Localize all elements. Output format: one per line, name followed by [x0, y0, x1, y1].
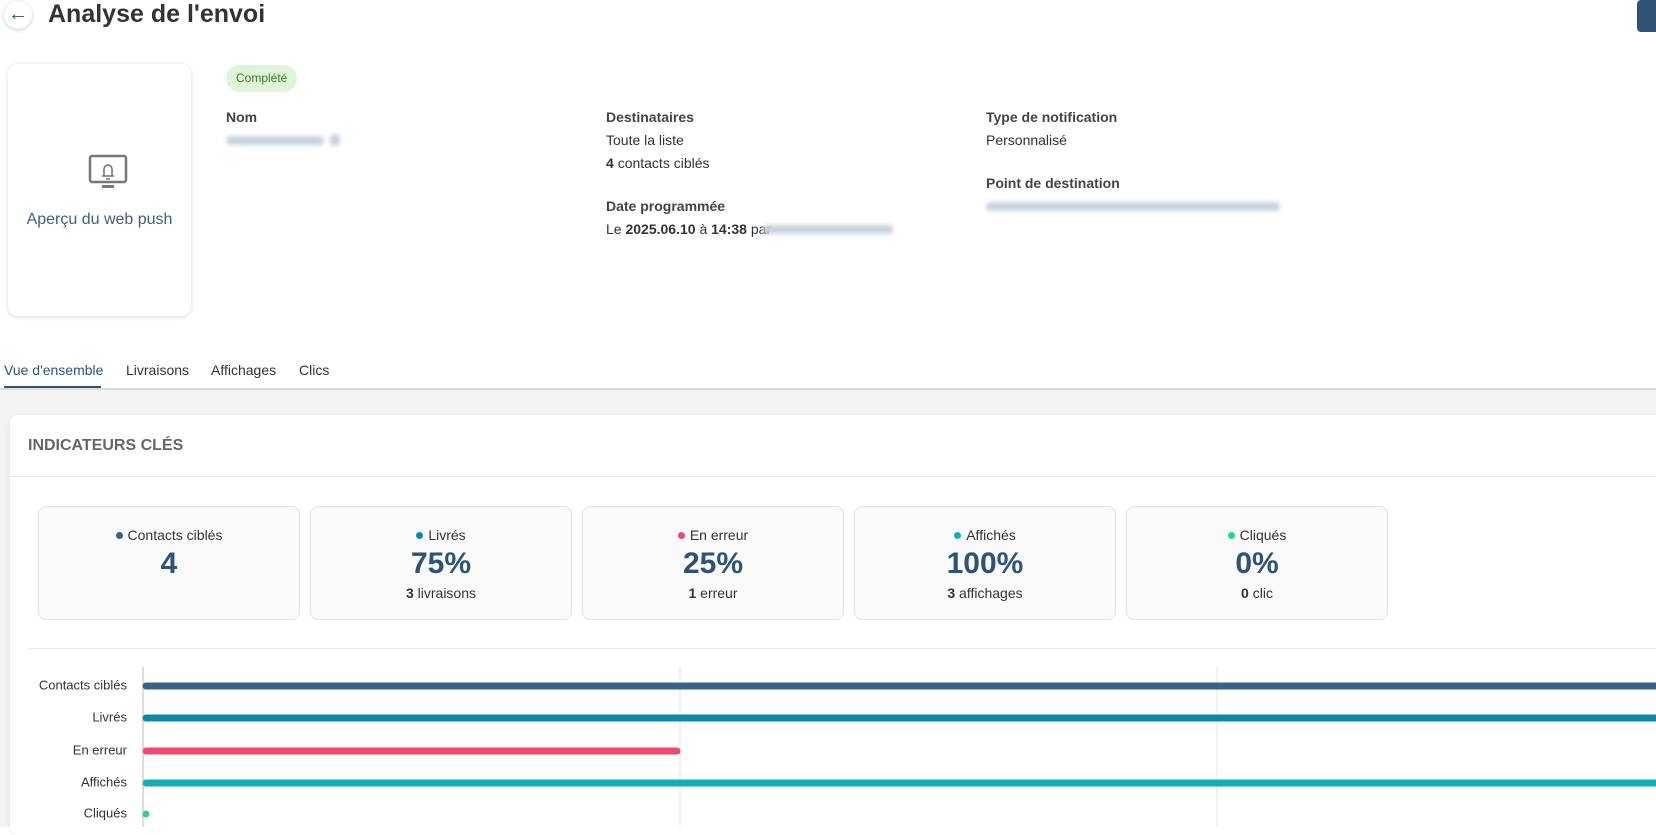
kpi-card: Affichés 100% 3 affichages	[854, 506, 1116, 620]
count: 4	[606, 155, 614, 171]
detail-value: Toute la liste	[606, 132, 684, 148]
tab[interactable]: Affichages	[211, 362, 277, 378]
y-tick-label: Livrés	[92, 709, 127, 724]
kpi-dot	[954, 531, 962, 539]
tab[interactable]: Livraisons	[126, 362, 190, 378]
tab-border	[0, 388, 1656, 390]
y-tick-label: Contacts ciblés	[39, 677, 128, 692]
kpi-sub: 1 erreur	[583, 585, 843, 601]
divider	[28, 648, 1656, 649]
kpi-unit: clic	[1252, 585, 1273, 601]
kpi-label: Cliqués	[1127, 527, 1387, 543]
kpi-label-text: Affichés	[966, 527, 1016, 543]
kpi-card: Contacts ciblés 4	[38, 506, 300, 620]
y-tick-label: Cliqués	[84, 805, 128, 820]
detail-value: Le 2025.06.10 à 14:38 par	[606, 221, 771, 237]
tab[interactable]: Vue d'ensemble	[4, 362, 104, 378]
kpi-sub: 3 livraisons	[311, 585, 571, 601]
kpi-dot	[416, 531, 424, 539]
active-tab-indicator	[4, 386, 101, 389]
kpi-label: Contacts ciblés	[39, 527, 299, 543]
detail-label: Point de destination	[986, 175, 1120, 191]
kpi-label: En erreur	[583, 527, 843, 543]
text: contacts ciblés	[617, 155, 710, 171]
kpi-value: 4	[160, 547, 178, 580]
kpi-value: 25%	[682, 547, 744, 580]
kpi-label-text: Cliqués	[1239, 527, 1287, 543]
kpi-value: 0%	[1235, 547, 1279, 580]
kpi-label: Livrés	[311, 527, 571, 543]
kpi-label-text: En erreur	[689, 527, 749, 543]
bar-chart: Contacts ciblés Livrés En erreur Affichés Cl…	[39, 667, 1656, 827]
kpi-dot	[115, 531, 123, 539]
kpi-sub: 3 affichages	[855, 585, 1115, 601]
kpi-value: 75%	[410, 547, 472, 580]
blurred-destination	[986, 202, 1280, 211]
detail-label: Date programmée	[606, 198, 726, 214]
top-button[interactable]	[1637, 0, 1656, 32]
kpi-label: Affichés	[855, 527, 1115, 543]
push-icon	[88, 154, 128, 188]
kpi-panel	[10, 415, 1656, 835]
blurred-name	[226, 136, 324, 145]
detail-label: Nom	[226, 109, 258, 125]
kpi-sub: 0 clic	[1127, 585, 1387, 601]
time: 14:38	[711, 221, 747, 237]
kpi-unit: livraisons	[417, 585, 477, 601]
kpi-value: 100%	[946, 547, 1024, 580]
kpi-count: 0	[1241, 585, 1249, 601]
tab[interactable]: Clics	[299, 362, 330, 378]
kpi-count: 3	[405, 585, 414, 601]
status-badge: Complété	[226, 65, 298, 92]
kpi-label-text: Livrés	[428, 527, 466, 543]
back-button[interactable]: ←	[4, 1, 32, 29]
detail-label: Destinataires	[606, 109, 694, 125]
kpi-card: En erreur 25% 1 erreur	[582, 506, 844, 620]
kpi-unit: affichages	[959, 585, 1023, 601]
detail-value: Personnalisé	[986, 132, 1067, 148]
text: à	[699, 221, 708, 237]
kpi-title: INDICATEURS CLÉS	[28, 437, 184, 454]
kpi-dot	[677, 531, 685, 539]
divider	[10, 476, 1656, 477]
kpi-count: 3	[947, 585, 956, 601]
kpi-label-text: Contacts ciblés	[127, 527, 223, 543]
detail-value: 4 contacts ciblés	[606, 155, 710, 171]
text: Le	[606, 221, 622, 237]
kpi-card: Livrés 75% 3 livraisons	[310, 506, 572, 620]
y-tick-label: En erreur	[73, 742, 128, 757]
kpi-dot	[1227, 531, 1235, 539]
kpi-count: 1	[688, 585, 697, 601]
preview-card[interactable]: Aperçu du web push	[8, 64, 191, 316]
page-title: Analyse de l'envoi	[48, 0, 266, 28]
y-tick-label: Affichés	[81, 774, 128, 789]
detail-label: Type de notification	[986, 109, 1118, 125]
kpi-card: Cliqués 0% 0 clic	[1126, 506, 1388, 620]
date: 2025.06.10	[625, 221, 696, 237]
kpi-unit: erreur	[700, 585, 738, 601]
blurred-icon	[330, 134, 340, 146]
blurred-author	[763, 225, 893, 234]
preview-label: Aperçu du web push	[26, 211, 173, 228]
